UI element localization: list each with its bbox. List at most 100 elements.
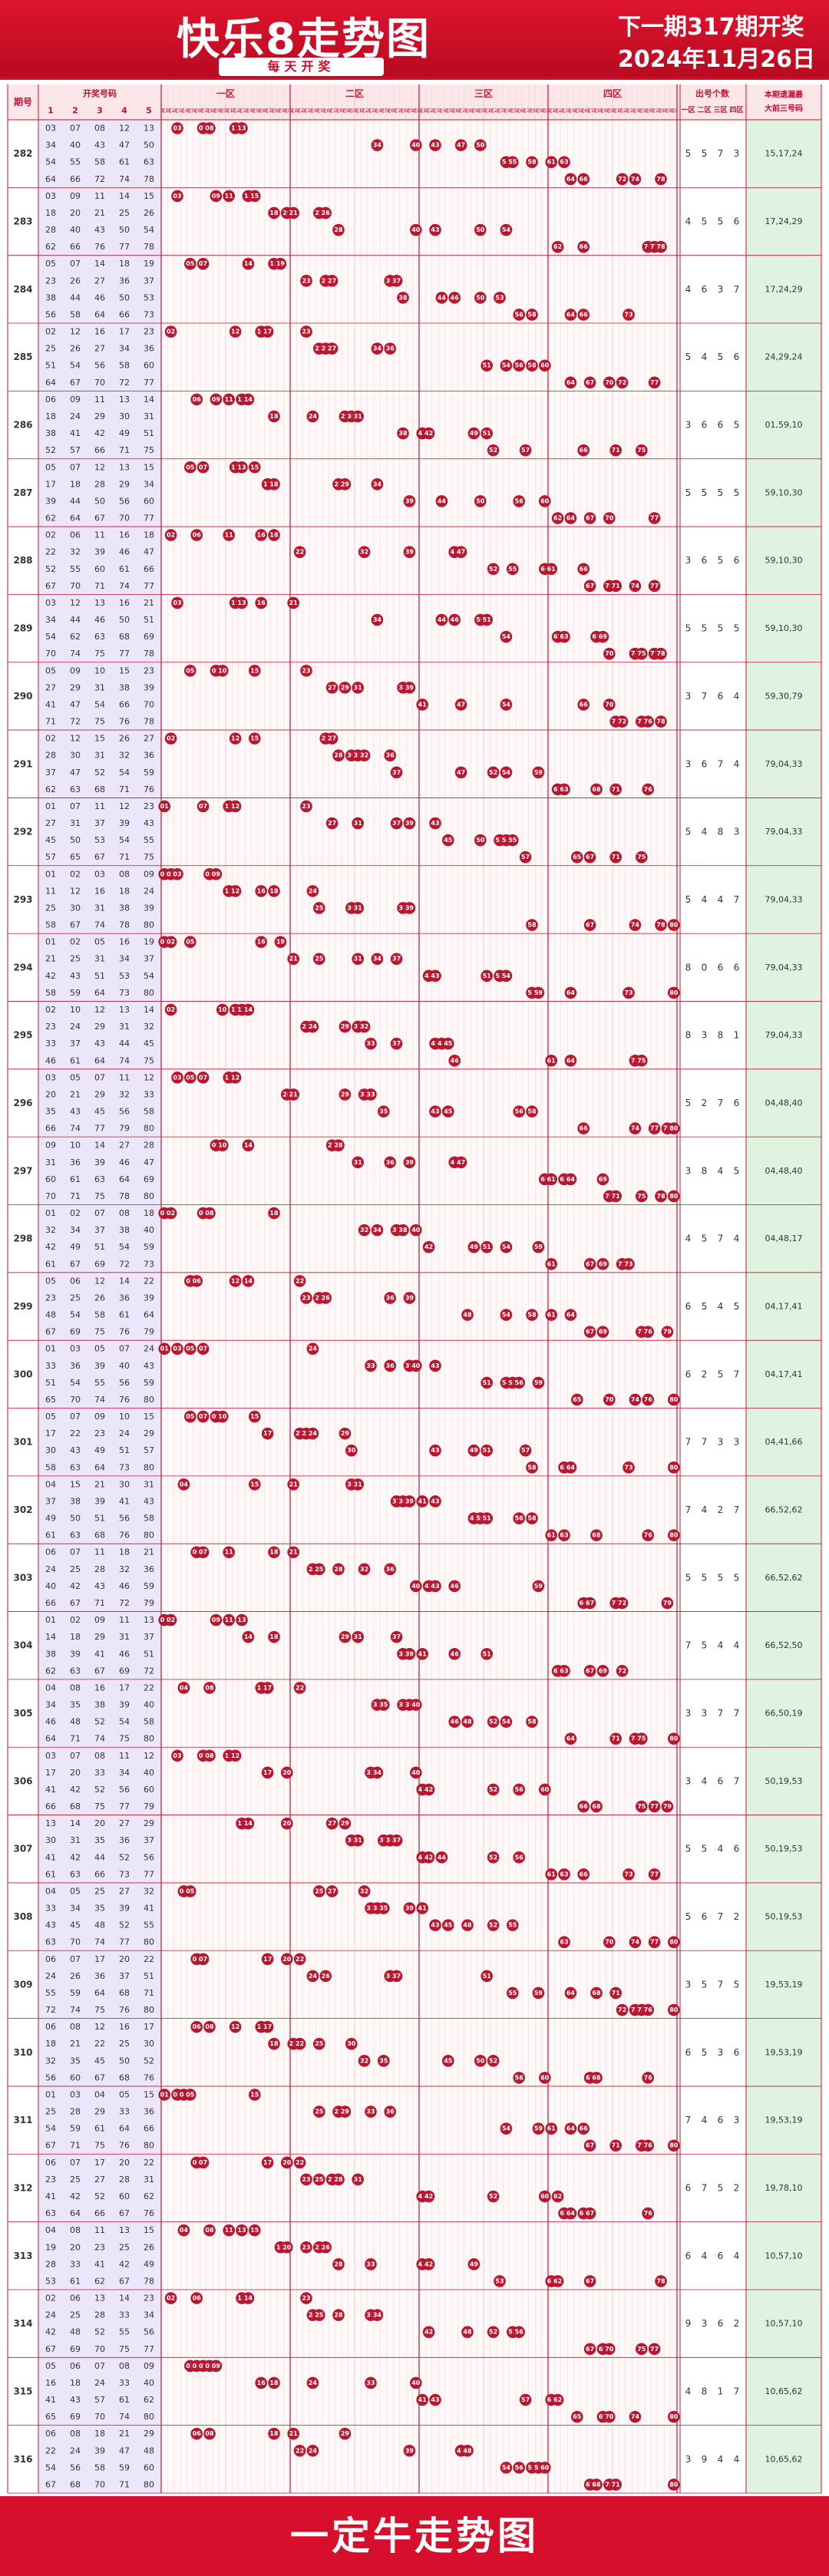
draw-number: 64 — [94, 309, 105, 319]
draw-number: 71 — [45, 717, 56, 727]
ball-label: 50 — [476, 616, 485, 623]
draw-number: 31 — [94, 954, 105, 964]
draw-number: 70 — [94, 2344, 105, 2354]
number-ball — [513, 359, 525, 372]
draw-number: 06 — [70, 2361, 81, 2371]
draw-number: 68 — [119, 632, 130, 642]
draw-number: 64 — [94, 1988, 105, 1998]
draw-number: 24 — [45, 1564, 56, 1574]
draw-number: 23 — [144, 2294, 154, 2304]
ball-label: 09 — [212, 667, 221, 674]
draw-number: 39 — [94, 547, 105, 557]
ball-label: 44 — [438, 1854, 447, 1861]
draw-number: 16 — [119, 937, 130, 947]
zone-count: 1 — [734, 1030, 740, 1041]
draw-number: 28 — [94, 479, 105, 489]
number-ball — [623, 309, 635, 321]
ball-label: 11 — [225, 887, 234, 894]
zone-count: 3 — [702, 1708, 708, 1719]
ball-label: 71 — [612, 2142, 621, 2149]
number-ball — [629, 173, 642, 186]
number-ball — [371, 342, 384, 355]
draw-number: 48 — [70, 1717, 81, 1727]
draw-number: 49 — [94, 1445, 105, 1455]
ball-label: 63 — [560, 159, 568, 166]
draw-number: 02 — [45, 327, 56, 337]
draw-number: 36 — [119, 1835, 130, 1845]
ball-label: 36 — [386, 752, 395, 759]
ball-label: 78 — [656, 176, 666, 183]
draw-number: 80 — [144, 1395, 154, 1405]
draw-number: 24 — [144, 1344, 154, 1354]
draw-number: 70 — [94, 2479, 105, 2489]
zone-count: 4 — [685, 2386, 692, 2396]
ball-label: 12 — [231, 125, 239, 132]
ball-label: 44 — [438, 294, 447, 301]
ball-label: 06 — [193, 2430, 202, 2437]
draw-number: 40 — [45, 1581, 56, 1591]
miss-numbers: 19,53,19 — [765, 1980, 803, 1990]
draw-number: 08 — [70, 1683, 81, 1693]
ball-label: 64 — [566, 1176, 576, 1183]
draw-number: 37 — [119, 1971, 130, 1981]
draw-number: 10 — [70, 1141, 81, 1151]
ball-label: 12 — [231, 1074, 239, 1081]
ball-label: 43 — [431, 2396, 439, 2403]
number-ball — [577, 309, 590, 321]
draw-number: 71 — [119, 852, 130, 862]
draw-number: 15 — [94, 734, 105, 744]
draw-number: 68 — [70, 1802, 81, 1811]
draw-number: 50 — [144, 140, 154, 150]
tail-header: 尾3 — [496, 107, 504, 114]
period-label: 310 — [13, 2047, 32, 2058]
ball-label: 41 — [418, 1498, 428, 1504]
ball-label: 02 — [167, 735, 175, 742]
number-ball — [390, 766, 403, 779]
zone-count: 3 — [685, 555, 692, 566]
zone-count: 3 — [685, 2454, 692, 2465]
ball-label: 77 — [650, 583, 659, 590]
zone-count: 4 — [718, 1844, 724, 1854]
ball-label: 62 — [553, 786, 562, 793]
ball-label: 64 — [566, 989, 576, 996]
number-ball — [435, 613, 448, 626]
draw-number: 44 — [70, 615, 81, 625]
draw-number: 16 — [119, 530, 130, 540]
draw-number: 50 — [70, 1514, 81, 1524]
miss-subheader: 大前三号码 — [765, 104, 803, 114]
draw-number: 41 — [45, 1785, 56, 1795]
draw-number: 54 — [70, 1378, 81, 1388]
ball-label: 37 — [392, 769, 401, 776]
draw-number: 73 — [119, 1462, 130, 1472]
ball-label: 05 — [186, 1346, 195, 1352]
tail-header: 尾7 — [521, 107, 530, 114]
ball-label: 42 — [424, 1854, 433, 1861]
ball-label: 01 — [160, 870, 170, 877]
draw-number: 56 — [144, 2327, 154, 2337]
draw-number: 23 — [144, 665, 154, 675]
ball-label: 61 — [547, 1312, 557, 1319]
number-ball — [429, 223, 441, 236]
zone-count: 7 — [734, 1369, 740, 1379]
ball-label: 47 — [457, 549, 465, 556]
ball-label: 58 — [527, 311, 537, 318]
draw-number: 31 — [94, 903, 105, 913]
draw-number: 63 — [144, 157, 154, 167]
number-ball — [293, 546, 306, 558]
ball-label: 38 — [398, 684, 408, 691]
number-ball — [448, 613, 461, 626]
draw-number: 05 — [94, 937, 105, 947]
ball-label: 60 — [540, 362, 550, 369]
draw-number: 61 — [70, 1174, 81, 1184]
ball-label: 05 — [186, 1277, 195, 1284]
ball-label: 05 — [186, 260, 195, 267]
number-ball — [545, 1257, 557, 1270]
draw-number: 40 — [144, 1768, 154, 1778]
ball-label: 05 — [186, 1074, 195, 1081]
draw-number: 39 — [144, 682, 154, 692]
draw-number: 71 — [144, 1988, 154, 1998]
number-ball — [332, 749, 345, 762]
number-ball — [190, 393, 203, 406]
ball-label: 18 — [269, 413, 279, 420]
ball-label: 15 — [250, 464, 259, 471]
